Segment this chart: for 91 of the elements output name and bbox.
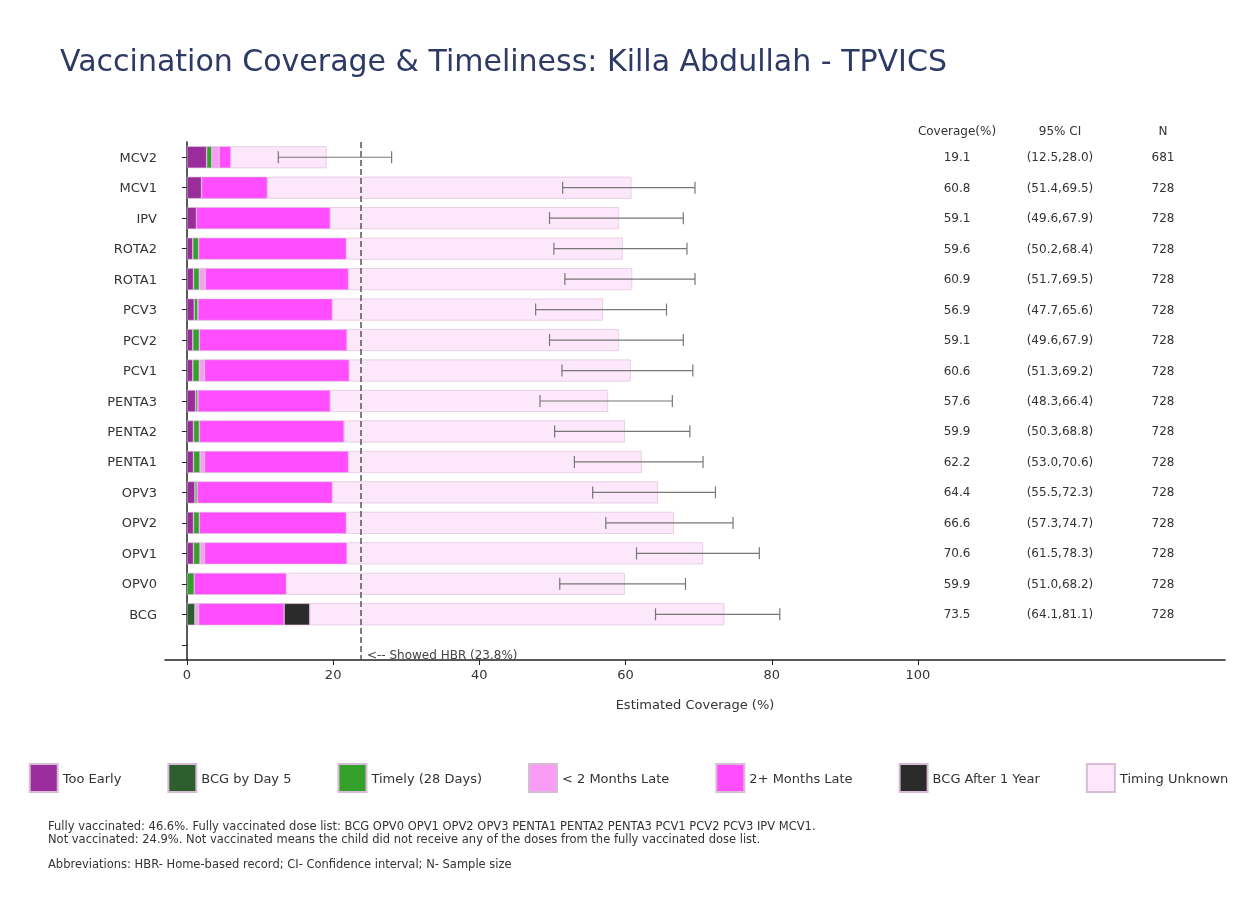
y-tick-label: OPV2 [121, 515, 157, 531]
annotation: 728 [1151, 394, 1175, 408]
text: 95% CI [1038, 124, 1082, 138]
ref-line-label: <-- Showed HBR (23.8%) [366, 648, 518, 662]
annotation: (55.5,72.3) [1026, 485, 1094, 500]
annotation: 728 [1151, 241, 1175, 256]
annotation: (47.7,65.6) [1026, 302, 1094, 317]
x-tick-label: 80 [763, 667, 781, 682]
x-tick-label: 60 [617, 667, 634, 682]
annotation: (12.5,28.0) [1026, 150, 1094, 165]
y-tick-label: PCV3 [122, 302, 157, 318]
annotation: (51.4,69.5) [1026, 180, 1094, 195]
annotation: 62.2 [943, 454, 971, 469]
bar [186, 146, 207, 169]
annotation: 60.8 [943, 180, 971, 195]
y-tick-label: ROTA2 [113, 241, 157, 257]
y-tick-label: MCV2 [119, 149, 157, 165]
annotation: 681 [1151, 150, 1175, 165]
annotation: 728 [1151, 302, 1175, 317]
y-tick-label: ROTA1 [113, 271, 157, 287]
bar [186, 481, 195, 504]
annotation: 19.1 [943, 150, 971, 165]
x-tick-label: 100 [905, 667, 931, 682]
y-tick-label: BCG [129, 606, 157, 622]
x-tick-label: 40 [471, 667, 488, 682]
annotation: (64.1,81.1) [1026, 607, 1094, 622]
x-tick-label: 20 [324, 667, 342, 682]
text: Not vaccinated: 24.9%. Not vaccinated means the child did not receive any of the doses from the fully vaccinated dose list. [48, 832, 761, 846]
y-tick-label: PENTA2 [107, 423, 157, 439]
annotation: 59.9 [943, 424, 971, 439]
annotation: 728 [1151, 180, 1175, 195]
annotation: (48.3,66.4) [1026, 394, 1094, 408]
annotation: 59.6 [943, 241, 971, 256]
annotation: 728 [1151, 272, 1175, 287]
annotation: 728 [1151, 424, 1175, 439]
legend-label: BCG After 1 Year [932, 770, 1041, 786]
annotation: 728 [1151, 515, 1175, 530]
y-tick-label: MCV1 [119, 180, 157, 196]
annotation: (49.6,67.9) [1026, 333, 1094, 348]
y-tick-label: PENTA1 [107, 454, 157, 470]
annotation: 60.9 [943, 272, 971, 287]
legend-label: BCG by Day 5 [201, 770, 292, 786]
x-axis-title: Estimated Coverage (%) [615, 697, 775, 712]
annotation: 64.4 [943, 485, 971, 500]
annotation: (57.3,74.7) [1026, 515, 1094, 530]
bar [186, 603, 195, 626]
annotation: 728 [1151, 576, 1175, 591]
legend-label: Timing Unknown [1118, 770, 1229, 786]
text: N [1158, 124, 1168, 138]
annotation: (61.5,78.3) [1026, 546, 1094, 561]
annotation: (53.0,70.6) [1026, 454, 1094, 469]
annotation: (51.3,69.2) [1026, 363, 1094, 378]
annotation: 73.5 [943, 607, 971, 622]
y-tick-label: OPV3 [121, 484, 157, 500]
annotation: 728 [1151, 607, 1175, 622]
annotation: 728 [1151, 546, 1175, 561]
annotation: 59.1 [943, 333, 971, 348]
annotation: 56.9 [943, 302, 971, 317]
annotation: (51.0,68.2) [1026, 576, 1094, 591]
bar [186, 390, 196, 412]
annotation: 59.1 [943, 211, 971, 226]
y-tick-label: OPV1 [121, 545, 157, 561]
legend-label: Too Early [61, 770, 122, 786]
annotation: 728 [1151, 485, 1175, 500]
y-tick-label: PCV2 [122, 332, 157, 348]
text: Abbreviations: HBR- Home-based record; CI- Confidence interval; N- Sample size [48, 857, 512, 871]
text: Fully vaccinated: 46.6%. Fully vaccinated dose list: BCG OPV0 OPV1 OPV2 OPV3 PENTA1 PENTA2 PENTA3 PCV1 PCV2 PCV3 IPV MCV1. [48, 819, 816, 833]
y-tick-label: IPV [136, 210, 158, 226]
legend-label: 2+ Months Late [749, 770, 853, 786]
annotation: 57.6 [943, 394, 971, 408]
annotation: 70.6 [943, 546, 971, 561]
annotation: 728 [1151, 454, 1175, 469]
annotation: 728 [1151, 333, 1175, 348]
annotation: 60.6 [943, 363, 971, 378]
text: Coverage(%) [917, 124, 997, 138]
legend-label: Timely (28 Days) [370, 770, 482, 786]
annotation: 728 [1151, 211, 1175, 226]
annotation: 59.9 [943, 576, 971, 591]
annotation: (51.7,69.5) [1026, 272, 1094, 287]
annotation: (49.6,67.9) [1026, 211, 1094, 226]
annotation: 66.6 [943, 515, 971, 530]
annotation: (50.2,68.4) [1026, 241, 1094, 256]
bar [186, 298, 195, 321]
x-tick-label: 0 [182, 667, 192, 682]
y-tick-label: PCV1 [122, 363, 157, 379]
annotation: 728 [1151, 363, 1175, 378]
annotation: (50.3,68.8) [1026, 424, 1094, 439]
chart-title: Vaccination Coverage & Timeliness: Killa Abdullah - TPVICS [60, 42, 947, 78]
y-tick-label: PENTA3 [107, 393, 157, 409]
legend-label: < 2 Months Late [561, 770, 670, 786]
y-tick-label: OPV0 [121, 576, 157, 592]
